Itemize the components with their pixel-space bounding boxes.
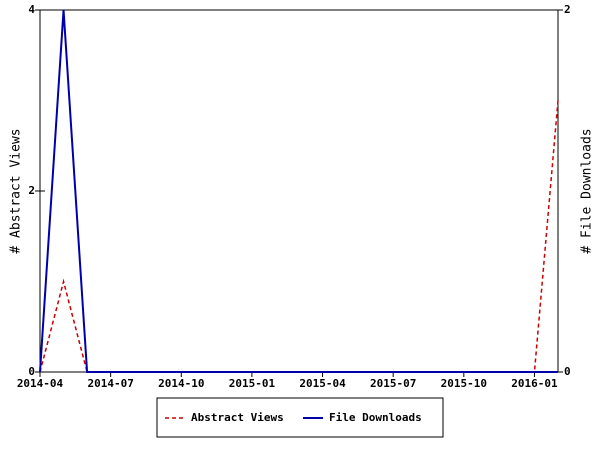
x-tick-label: 2014-07 (87, 377, 133, 390)
y2-tick-label: 2 (564, 3, 571, 16)
x-tick-label: 2015-04 (299, 377, 346, 390)
legend-label: Abstract Views (191, 411, 284, 424)
y2-tick-label: 0 (564, 365, 571, 378)
plot-frame (39, 9, 559, 373)
x-tick-label: 2015-07 (370, 377, 416, 390)
x-tick-label: 2015-01 (229, 377, 276, 390)
legend-label: File Downloads (329, 411, 422, 424)
x-tick-label: 2014-10 (158, 377, 204, 390)
x-tick-label: 2014-04 (17, 377, 64, 390)
legend (156, 397, 444, 438)
y-tick-label: 4 (28, 3, 35, 16)
x-tick-label: 2015-10 (441, 377, 487, 390)
y-axis-label: # Abstract Views (9, 128, 24, 253)
series-line (39, 9, 558, 373)
x-tick-label: 2016-01 (511, 377, 558, 390)
series-line (39, 100, 559, 373)
y-tick-label: 2 (28, 184, 35, 197)
y-tick-label: 0 (28, 365, 35, 378)
y2-axis-label: # File Downloads (580, 128, 595, 253)
